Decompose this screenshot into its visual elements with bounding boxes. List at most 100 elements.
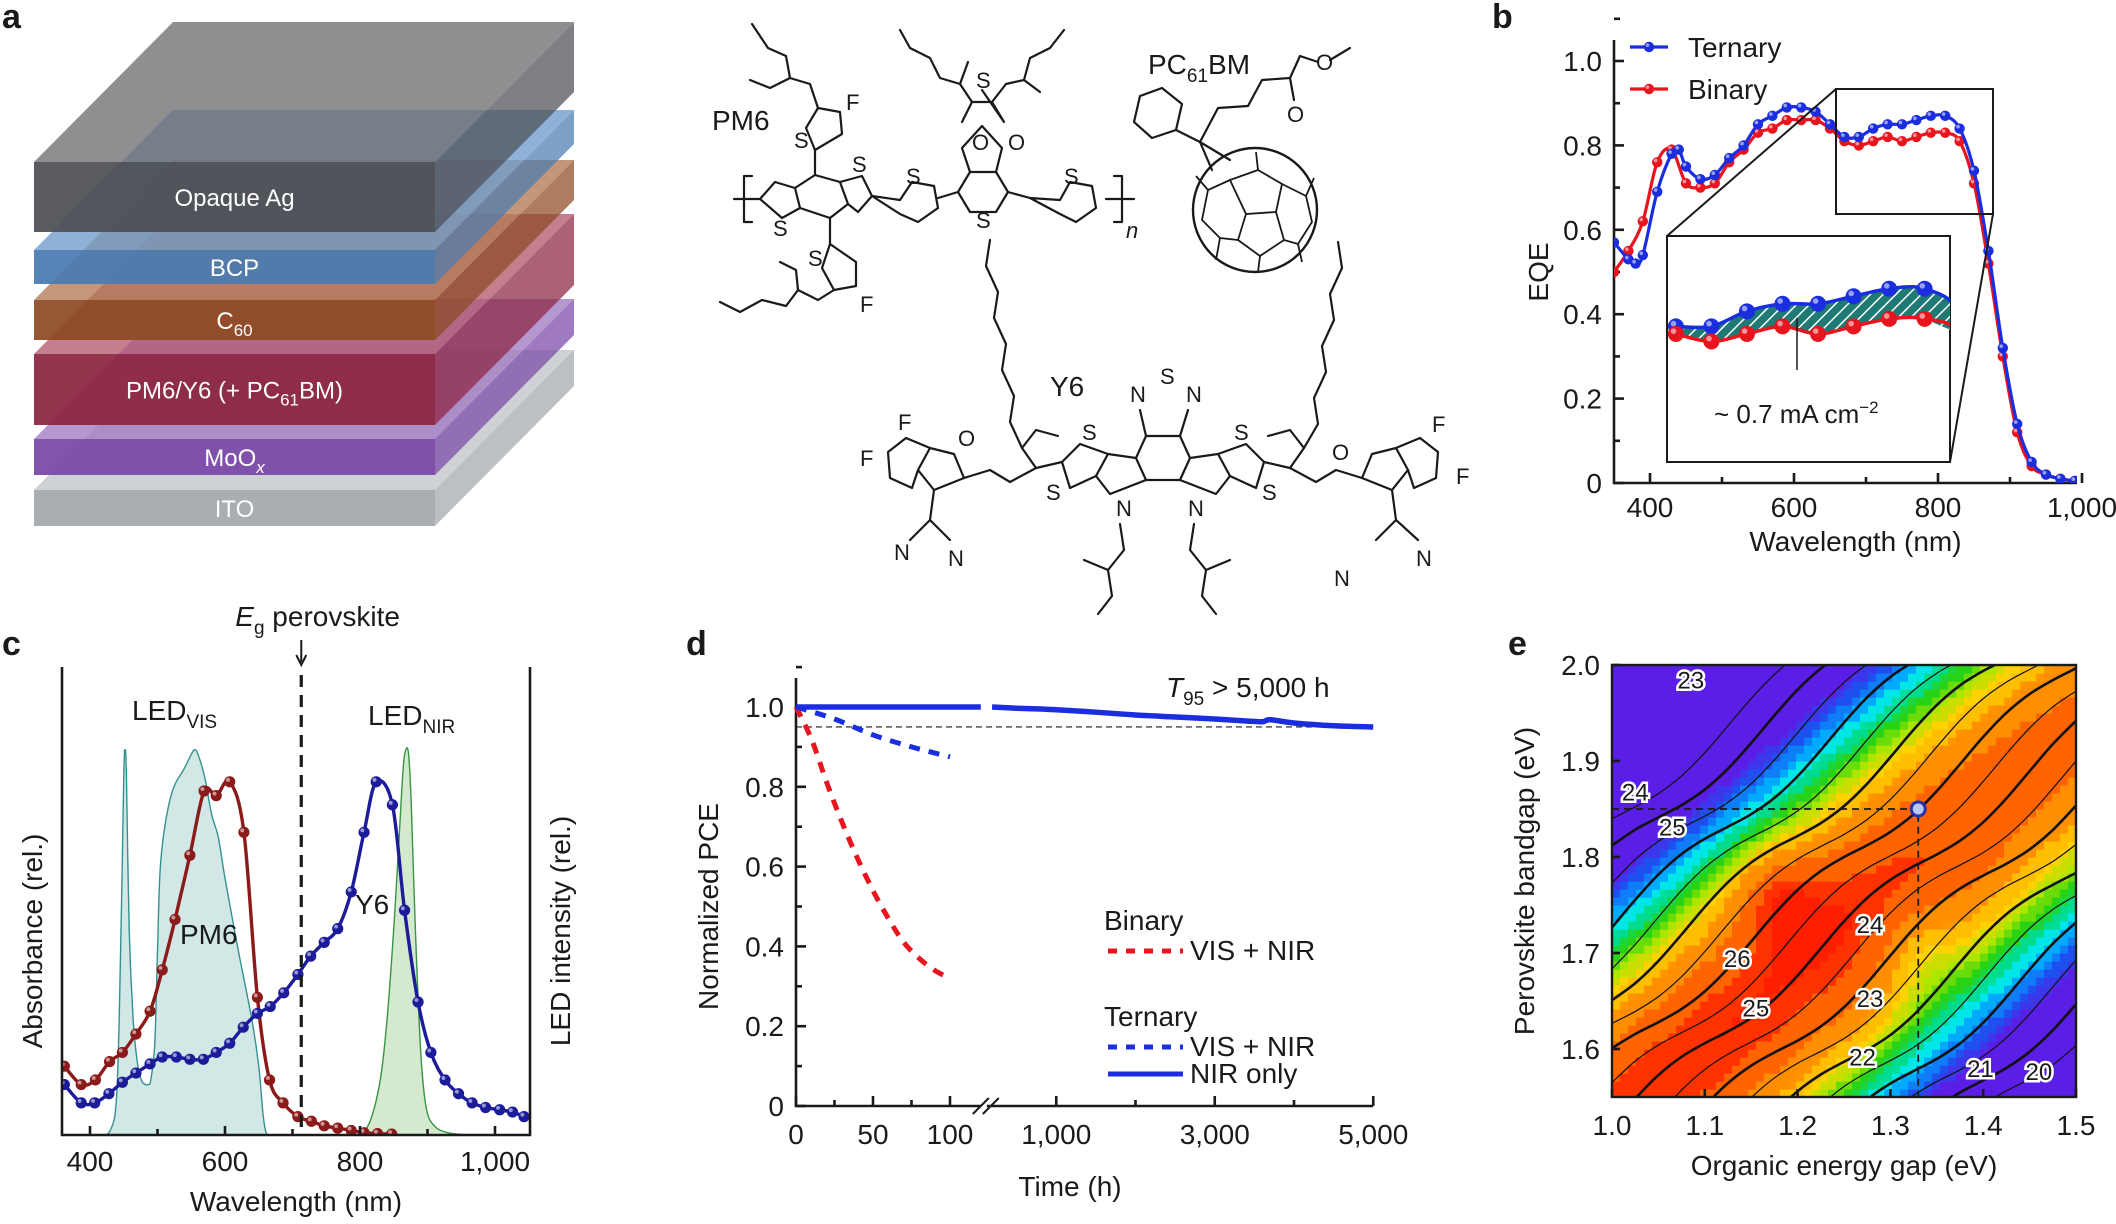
heatmap-cell [1684,889,1693,898]
heatmap-cell [1652,841,1661,850]
heatmap-cell [1836,713,1845,722]
heatmap-cell [1932,1073,1941,1082]
heatmap-cell [1876,1025,1885,1034]
heatmap-cell [1844,1025,1853,1034]
heatmap-cell [1964,881,1973,890]
heatmap-cell [1996,961,2005,970]
heatmap-cell [1628,1057,1637,1066]
heatmap-cell [1668,817,1677,826]
heatmap-cell [1668,801,1677,810]
panel-label-a: a [2,0,22,36]
heatmap-cell [1972,881,1981,890]
heatmap-cell [1972,665,1981,674]
heatmap-cell [1852,681,1861,690]
heatmap-cell [1660,857,1669,866]
heatmap-cell [1668,729,1677,738]
heatmap-cell [1756,801,1765,810]
series-binary-vis-nir [793,705,952,981]
heatmap-cell [1804,1081,1813,1090]
heatmap-cell [1828,953,1837,962]
heatmap-cell [1772,913,1781,922]
heatmap-cell [1940,1001,1949,1010]
heatmap-cell [1860,1057,1869,1066]
heatmap-cell [1812,1009,1821,1018]
heatmap-cell [1916,921,1925,930]
heatmap-cell [1988,785,1997,794]
heatmap-cell [1948,817,1957,826]
heatmap-cell [2044,705,2053,714]
heatmap-cell [1852,945,1861,954]
data-point-highlight [1970,179,1975,184]
heatmap-cell [1884,777,1893,786]
heatmap-cell [1612,681,1621,690]
heatmap-cell [1748,1073,1757,1082]
heatmap-cell [1876,697,1885,706]
heatmap-cell [1932,825,1941,834]
heatmap-cell [1724,945,1733,954]
heatmap-cell [1804,681,1813,690]
heatmap-cell [2052,825,2061,834]
heatmap-cell [1980,1081,1989,1090]
eqe-chart: 400 600 800 1,00000.20.40.60.81.0Wavelength… [1523,17,2116,557]
heatmap-cell [2004,897,2013,906]
heatmap-cell [1924,873,1933,882]
heatmap-cell [1844,825,1853,834]
y-tick-label: 1.9 [1561,746,1600,777]
heatmap-cell [1788,745,1797,754]
contour-label: 26 [1724,946,1751,973]
heatmap-cell [1628,977,1637,986]
heatmap-cell [1948,673,1957,682]
heatmap-cell [1924,1089,1933,1097]
heatmap-cell [1860,769,1869,778]
heatmap-cell [1612,977,1621,986]
heatmap-cell [2060,817,2069,826]
heatmap-cell [1956,777,1965,786]
heatmap-cell [1924,969,1933,978]
heatmap-cell [1844,689,1853,698]
heatmap-cell [1740,665,1749,674]
heatmap-cell [1716,681,1725,690]
data-point-highlight [1614,269,1615,272]
heatmap-cell [1708,1009,1717,1018]
heatmap-cell [1676,1001,1685,1010]
heatmap-cell [1876,753,1885,762]
heatmap-cell [1868,809,1877,818]
heatmap-cell [1932,673,1941,682]
heatmap-cell [1652,793,1661,802]
heatmap-cell [1620,1089,1629,1097]
heatmap-cell [1852,833,1861,842]
heatmap-cell [1932,753,1941,762]
data-point-body [1643,41,1655,53]
heatmap-cell [1884,713,1893,722]
heatmap-cell [1948,1025,1957,1034]
inset-data-point [1845,318,1862,335]
heatmap-cell [1924,881,1933,890]
heatmap-cell [1644,809,1653,818]
heatmap-cell [1828,737,1837,746]
heatmap-cell [1764,689,1773,698]
heatmap-cell [1852,857,1861,866]
heatmap-cell [1732,1089,1741,1097]
data-point [1839,131,1850,143]
heatmap-cell [1700,897,1709,906]
heatmap-cell [2036,673,2045,682]
data-point-body [1940,127,1951,138]
heatmap-cell [1820,913,1829,922]
data-point-highlight [1675,145,1680,150]
heatmap-cell [1812,817,1821,826]
heatmap-cell [1860,777,1869,786]
heatmap-cell [1988,897,1997,906]
heatmap-cell [2060,737,2069,746]
heatmap-cell [1684,721,1693,730]
heatmap-cell [1860,801,1869,810]
heatmap-cell [1724,881,1733,890]
heatmap-cell [1852,889,1861,898]
heatmap-cell [2068,793,2076,802]
heatmap-cell [1988,889,1997,898]
data-point [1738,140,1749,151]
heatmap-cell [1740,737,1749,746]
heatmap-cell [1876,1065,1885,1074]
heatmap-cell [1660,729,1669,738]
heatmap-cell [2044,977,2053,986]
heatmap-cell [2028,865,2037,874]
